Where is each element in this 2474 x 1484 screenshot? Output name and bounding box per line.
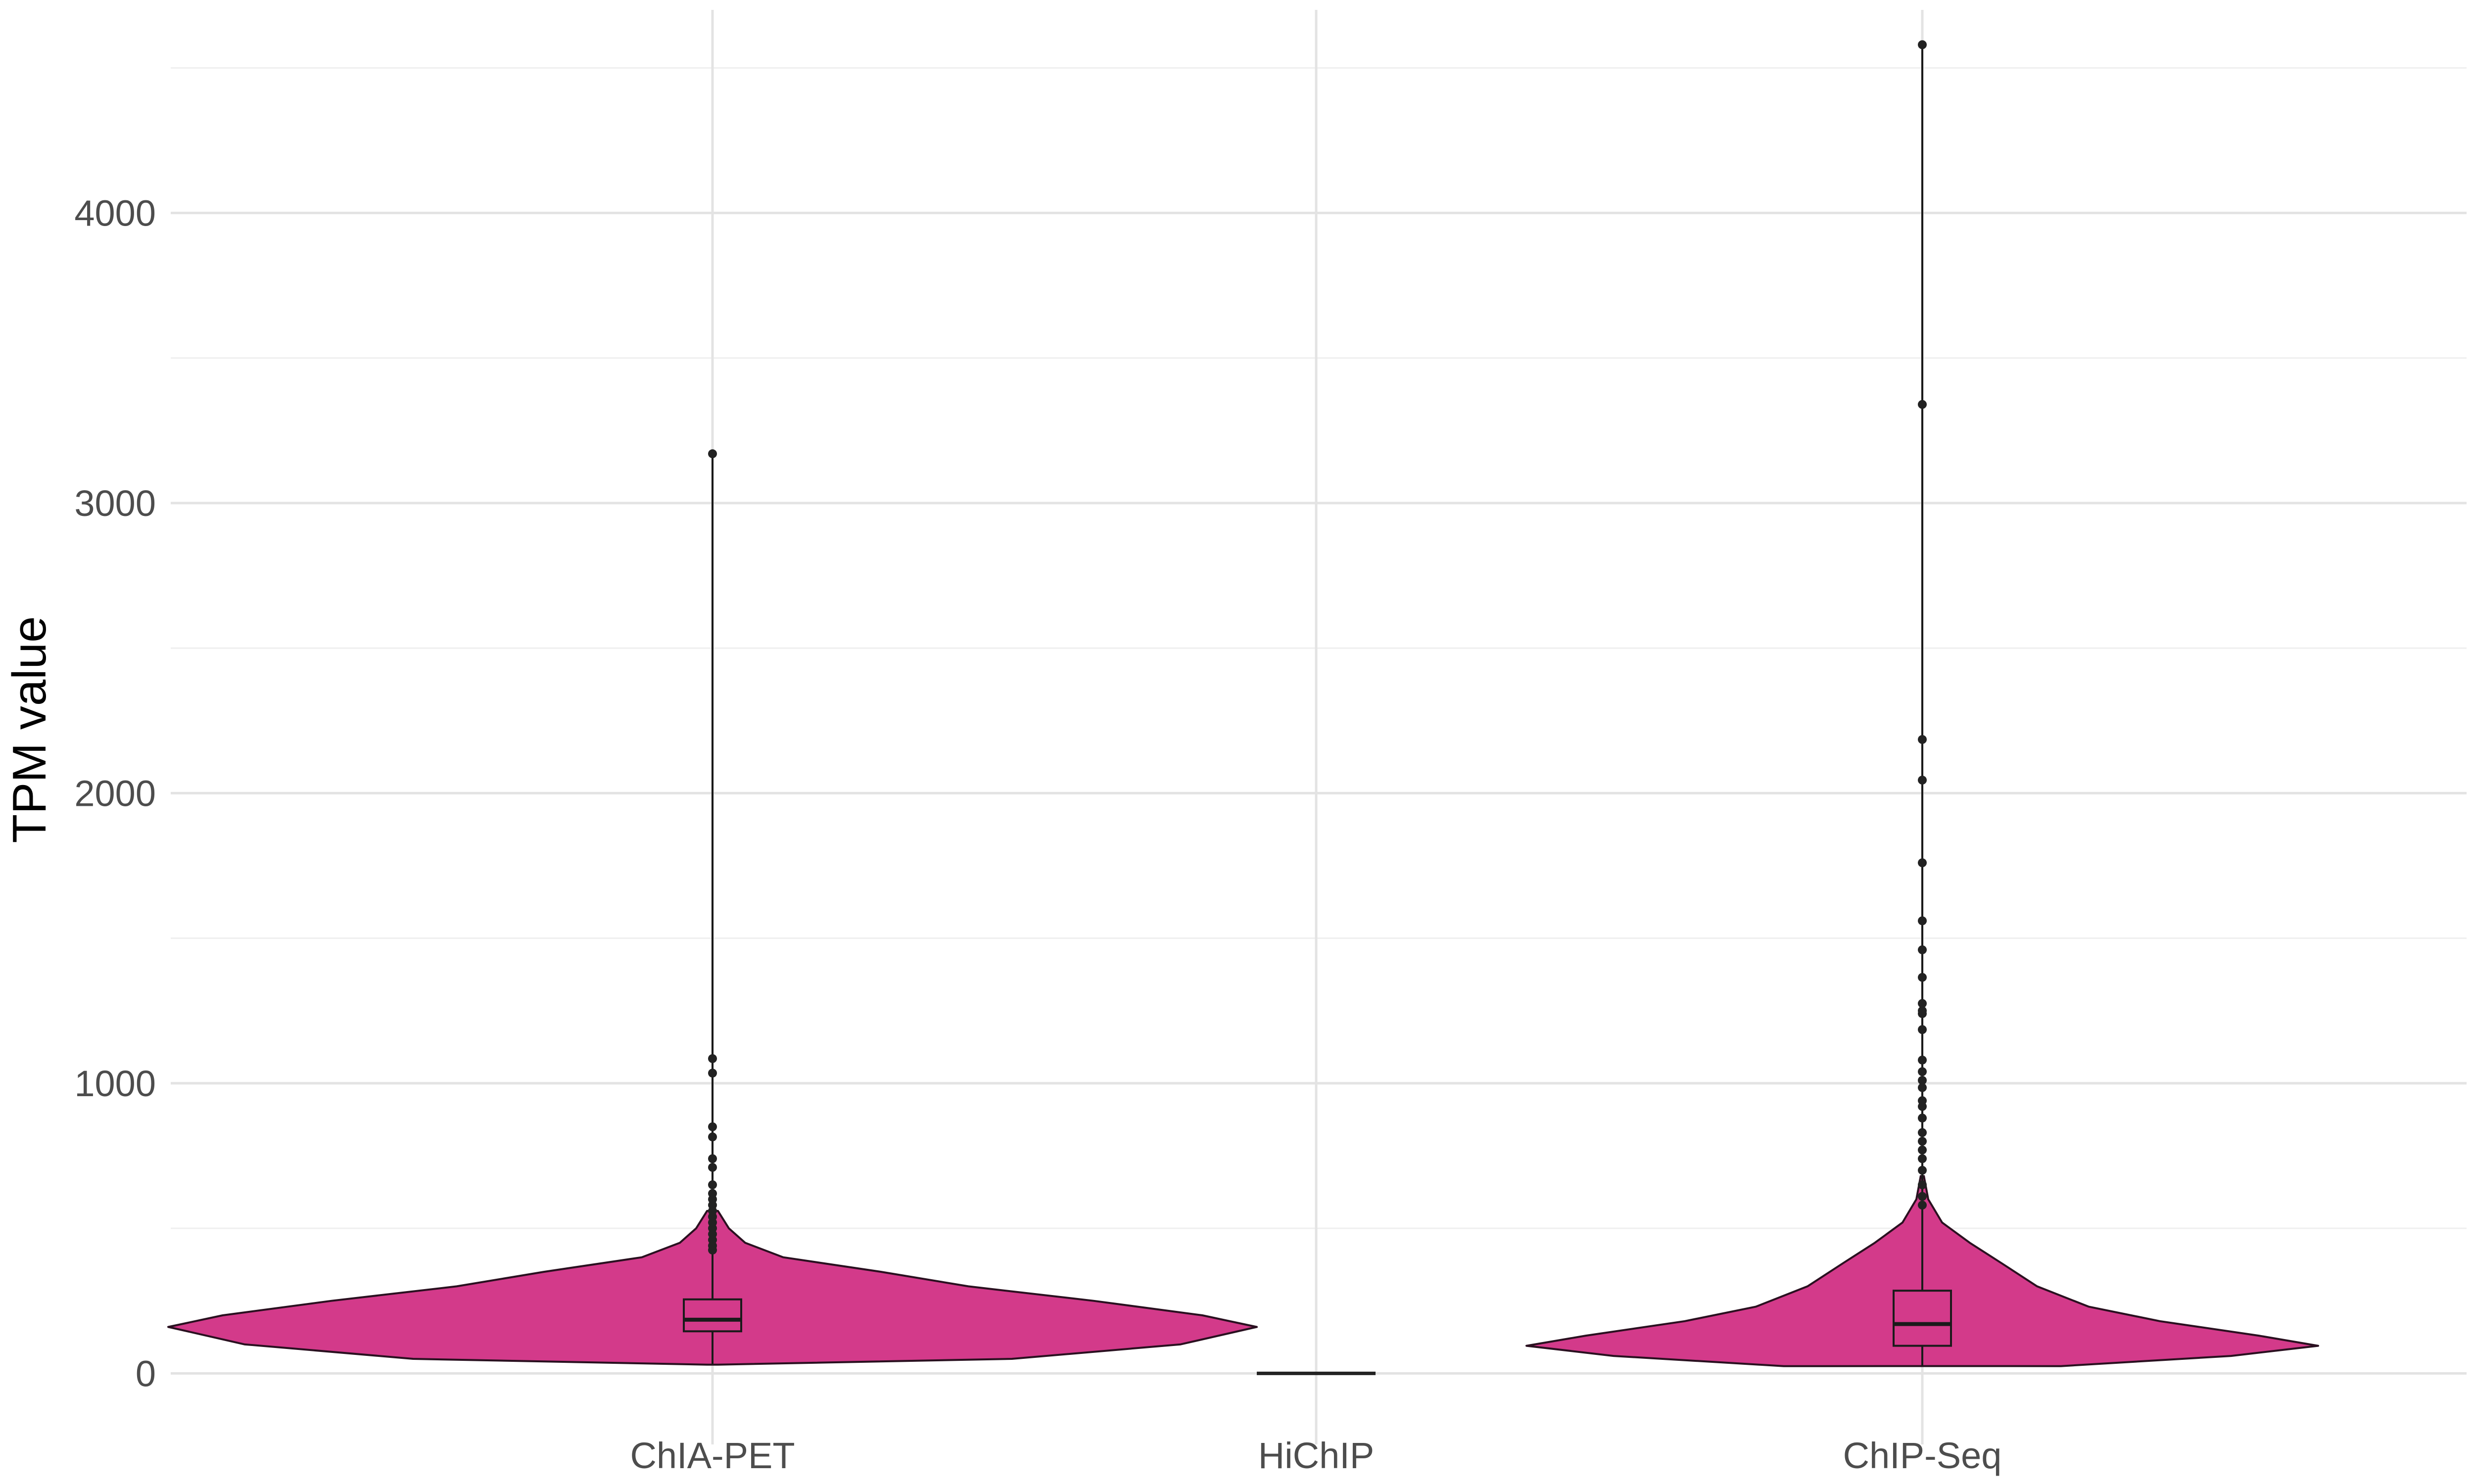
- outlier-point: [1918, 400, 1927, 409]
- violins: [167, 1175, 2319, 1375]
- outlier-point: [708, 1162, 717, 1172]
- outlier-point: [708, 1132, 717, 1142]
- y-tick-label: 0: [136, 1353, 156, 1394]
- outlier-point: [1918, 916, 1927, 926]
- outlier-point: [1918, 1113, 1927, 1123]
- outlier-point: [1918, 1055, 1927, 1065]
- outlier-point: [708, 1122, 717, 1131]
- x-tick-label: ChIP-Seq: [1843, 1435, 2002, 1476]
- outlier-point: [1918, 1076, 1927, 1085]
- y-tick-label: 2000: [74, 773, 156, 814]
- outlier-point: [1918, 40, 1927, 49]
- outlier-point: [708, 449, 717, 459]
- outlier-point: [1918, 776, 1927, 785]
- iqr-box: [1893, 1290, 1952, 1347]
- outlier-point: [1918, 973, 1927, 982]
- outlier-point: [1918, 1009, 1927, 1019]
- outlier-point: [708, 1154, 717, 1163]
- outlier-point: [708, 1246, 717, 1255]
- outlier-point: [708, 1054, 717, 1064]
- grid-lines: [171, 10, 2467, 1444]
- iqr-box: [683, 1298, 742, 1333]
- x-tick-label: HiChIP: [1258, 1435, 1374, 1476]
- boxplots: [683, 40, 1952, 1366]
- x-axis-ticks: ChIA-PET HiChIP ChIP-Seq: [630, 1435, 2001, 1476]
- y-tick-label: 1000: [74, 1063, 156, 1104]
- y-tick-label: 4000: [74, 193, 156, 234]
- outlier-point: [1918, 1201, 1927, 1210]
- outlier-point: [708, 1068, 717, 1078]
- outlier-point: [1918, 1067, 1927, 1076]
- outlier-point: [1918, 1137, 1927, 1146]
- outlier-point: [1918, 1154, 1927, 1163]
- x-tick-label: ChIA-PET: [630, 1435, 795, 1476]
- outlier-point: [708, 1180, 717, 1190]
- y-axis-title: TPM value: [3, 616, 56, 843]
- y-axis-ticks: 0 1000 2000 3000 4000: [74, 193, 156, 1394]
- outlier-point: [1918, 1192, 1927, 1201]
- outlier-point: [1918, 1128, 1927, 1137]
- outlier-point: [1918, 1145, 1927, 1155]
- outlier-point: [1918, 858, 1927, 868]
- outlier-point: [1918, 945, 1927, 955]
- outlier-point: [1918, 1083, 1927, 1092]
- y-tick-label: 3000: [74, 483, 156, 524]
- outlier-point: [1918, 1180, 1927, 1190]
- outlier-point: [1918, 1025, 1927, 1034]
- outlier-point: [1918, 735, 1927, 744]
- outlier-point: [1918, 1165, 1927, 1175]
- outlier-point: [1918, 1102, 1927, 1111]
- outlier-point: [1918, 999, 1927, 1008]
